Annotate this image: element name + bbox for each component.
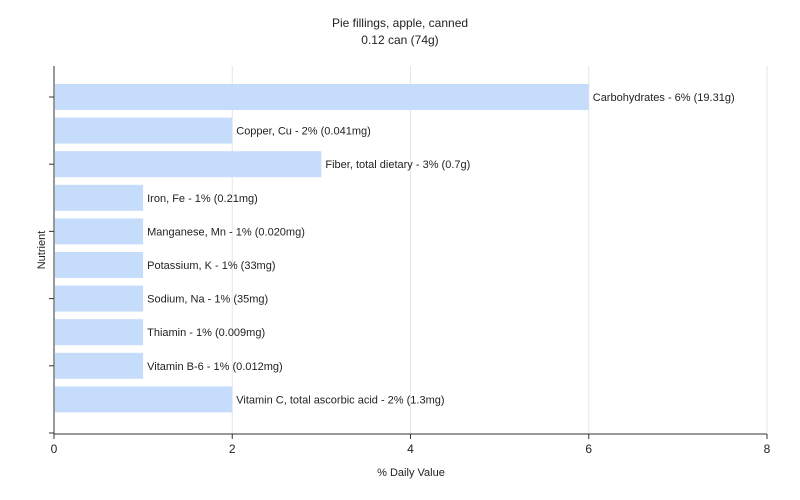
x-axis-title: % Daily Value: [377, 467, 445, 479]
bar: [55, 117, 233, 144]
y-axis-title: Nutrient: [36, 231, 48, 270]
bar-label: Vitamin C, total ascorbic acid - 2% (1.3…: [236, 394, 444, 406]
bar: [55, 184, 144, 211]
x-tick-label: 6: [585, 442, 592, 456]
bar: [55, 151, 322, 178]
chart-title: Pie fillings, apple, canned: [332, 16, 468, 30]
bar-label: Fiber, total dietary - 3% (0.7g): [325, 159, 470, 171]
bar-label: Iron, Fe - 1% (0.21mg): [147, 193, 258, 205]
bar-label: Vitamin B-6 - 1% (0.012mg): [147, 361, 283, 373]
bar: [55, 319, 144, 346]
x-tick-label: 4: [407, 442, 414, 456]
x-tick-label: 8: [764, 442, 771, 456]
x-tick-label: 0: [51, 442, 58, 456]
bar-label: Manganese, Mn - 1% (0.020mg): [147, 226, 305, 238]
bar: [55, 84, 589, 110]
bar-label: Copper, Cu - 2% (0.041mg): [236, 126, 371, 138]
bar-label: Potassium, K - 1% (33mg): [147, 260, 275, 272]
x-ticks: 0 2 4 6 8: [51, 434, 771, 456]
bar-label: Thiamin - 1% (0.009mg): [147, 327, 265, 339]
x-tick-label: 2: [229, 442, 236, 456]
bars: Carbohydrates - 6% (19.31g) Copper, Cu - …: [55, 84, 735, 413]
bar: [55, 252, 144, 278]
bar-label: Carbohydrates - 6% (19.31g): [593, 92, 735, 104]
bar: [55, 285, 144, 312]
bar: [55, 218, 144, 245]
bar: [55, 386, 233, 413]
grid-lines: [231, 66, 768, 434]
bar: [55, 352, 144, 379]
bar-label: Sodium, Na - 1% (35mg): [147, 294, 268, 306]
chart-subtitle: 0.12 can (74g): [361, 33, 438, 47]
